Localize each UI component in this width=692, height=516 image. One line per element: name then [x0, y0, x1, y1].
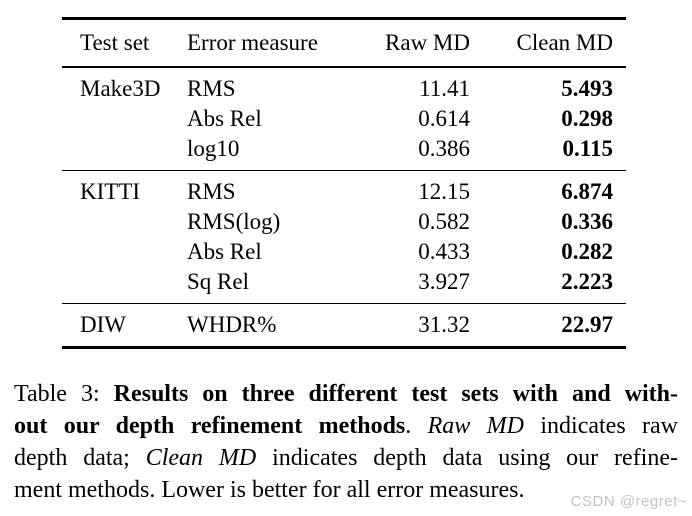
results-table: Test set Error measure Raw MD Clean MD M… — [62, 17, 626, 349]
cell-raw-md: 31.32 — [418, 312, 470, 337]
caption-line: out our depth refinement methods. Raw MD… — [14, 410, 678, 442]
cell-clean-md: 5.493 — [561, 76, 613, 101]
caption-segment-italic: Raw MD — [427, 413, 524, 439]
table-row: Abs Rel 0.433 0.282 — [62, 237, 626, 267]
cell-test-set: DIW — [80, 312, 126, 337]
caption-segment-bold: out our depth refinement methods — [14, 413, 406, 439]
column-header-test-set: Test set — [80, 30, 150, 55]
cell-raw-md: 0.433 — [418, 239, 470, 264]
cell-clean-md: 0.298 — [561, 106, 613, 131]
cell-test-set — [62, 104, 187, 134]
cell-error-measure: RMS — [187, 179, 236, 204]
cell-clean-md: 6.874 — [561, 179, 613, 204]
caption-segment-bold: Results on three different test sets wit… — [113, 381, 679, 407]
cell-test-set — [62, 207, 187, 237]
cell-test-set: Make3D — [80, 76, 161, 101]
column-header-error-measure: Error measure — [187, 30, 318, 55]
caption-line: ment methods. Lower is better for all er… — [14, 474, 678, 506]
cell-clean-md: 2.223 — [561, 269, 613, 294]
cell-error-measure: RMS — [187, 76, 236, 101]
table-row: Abs Rel 0.614 0.298 — [62, 104, 626, 134]
table-group: KITTI RMS 12.15 6.874 RMS(log) 0.582 0.336 Abs … — [62, 170, 626, 304]
table-header-row: Test set Error measure Raw MD Clean MD — [62, 19, 626, 67]
cell-clean-md: 0.336 — [561, 209, 613, 234]
cell-test-set: KITTI — [80, 179, 141, 204]
cell-error-measure: Sq Rel — [187, 269, 249, 294]
cell-raw-md: 11.41 — [419, 76, 470, 101]
cell-error-measure: WHDR% — [187, 312, 277, 337]
cell-clean-md: 0.115 — [562, 136, 613, 161]
caption-segment-plain: indicates raw — [523, 413, 678, 439]
results-table-container: Test set Error measure Raw MD Clean MD M… — [62, 17, 626, 349]
column-header-raw-md: Raw MD — [385, 30, 470, 55]
cell-test-set — [62, 237, 187, 267]
column-header-clean-md: Clean MD — [516, 30, 613, 55]
cell-error-measure: RMS(log) — [187, 209, 281, 234]
cell-raw-md: 0.614 — [418, 106, 470, 131]
table-row: KITTI RMS 12.15 6.874 — [62, 171, 626, 207]
caption-segment-italic: Clean MD — [145, 445, 257, 471]
caption-line: depth data; Clean MD indicates depth dat… — [14, 442, 678, 474]
cell-test-set — [62, 134, 187, 171]
cell-raw-md: 12.15 — [418, 179, 470, 204]
table-row: Make3D RMS 11.41 5.493 — [62, 67, 626, 104]
cell-error-measure: Abs Rel — [187, 239, 262, 264]
table-row: Sq Rel 3.927 2.223 — [62, 267, 626, 304]
table-group: Make3D RMS 11.41 5.493 Abs Rel 0.614 0.298 log1… — [62, 67, 626, 171]
cell-raw-md: 0.582 — [418, 209, 470, 234]
caption-segment-plain: ment methods. Lower is better for all er… — [14, 477, 525, 503]
table-row: DIW WHDR% 31.32 22.97 — [62, 304, 626, 348]
table-row: log10 0.386 0.115 — [62, 134, 626, 171]
caption-segment-plain: indicates depth data using our refine- — [256, 445, 678, 471]
cell-error-measure: log10 — [187, 136, 240, 161]
table-group: DIW WHDR% 31.32 22.97 — [62, 303, 626, 348]
cell-clean-md: 0.282 — [561, 239, 613, 264]
caption-segment-plain: depth data; — [14, 445, 146, 471]
table-caption: Table 3: Results on three different test… — [14, 378, 678, 506]
table-row: RMS(log) 0.582 0.336 — [62, 207, 626, 237]
cell-raw-md: 3.927 — [418, 269, 470, 294]
cell-test-set — [62, 267, 187, 304]
caption-line: Table 3: Results on three different test… — [14, 378, 678, 410]
cell-error-measure: Abs Rel — [187, 106, 262, 131]
cell-clean-md: 22.97 — [561, 312, 613, 337]
caption-segment-plain: Table 3: — [14, 381, 114, 407]
caption-segment-plain: . — [405, 413, 428, 439]
cell-raw-md: 0.386 — [418, 136, 470, 161]
